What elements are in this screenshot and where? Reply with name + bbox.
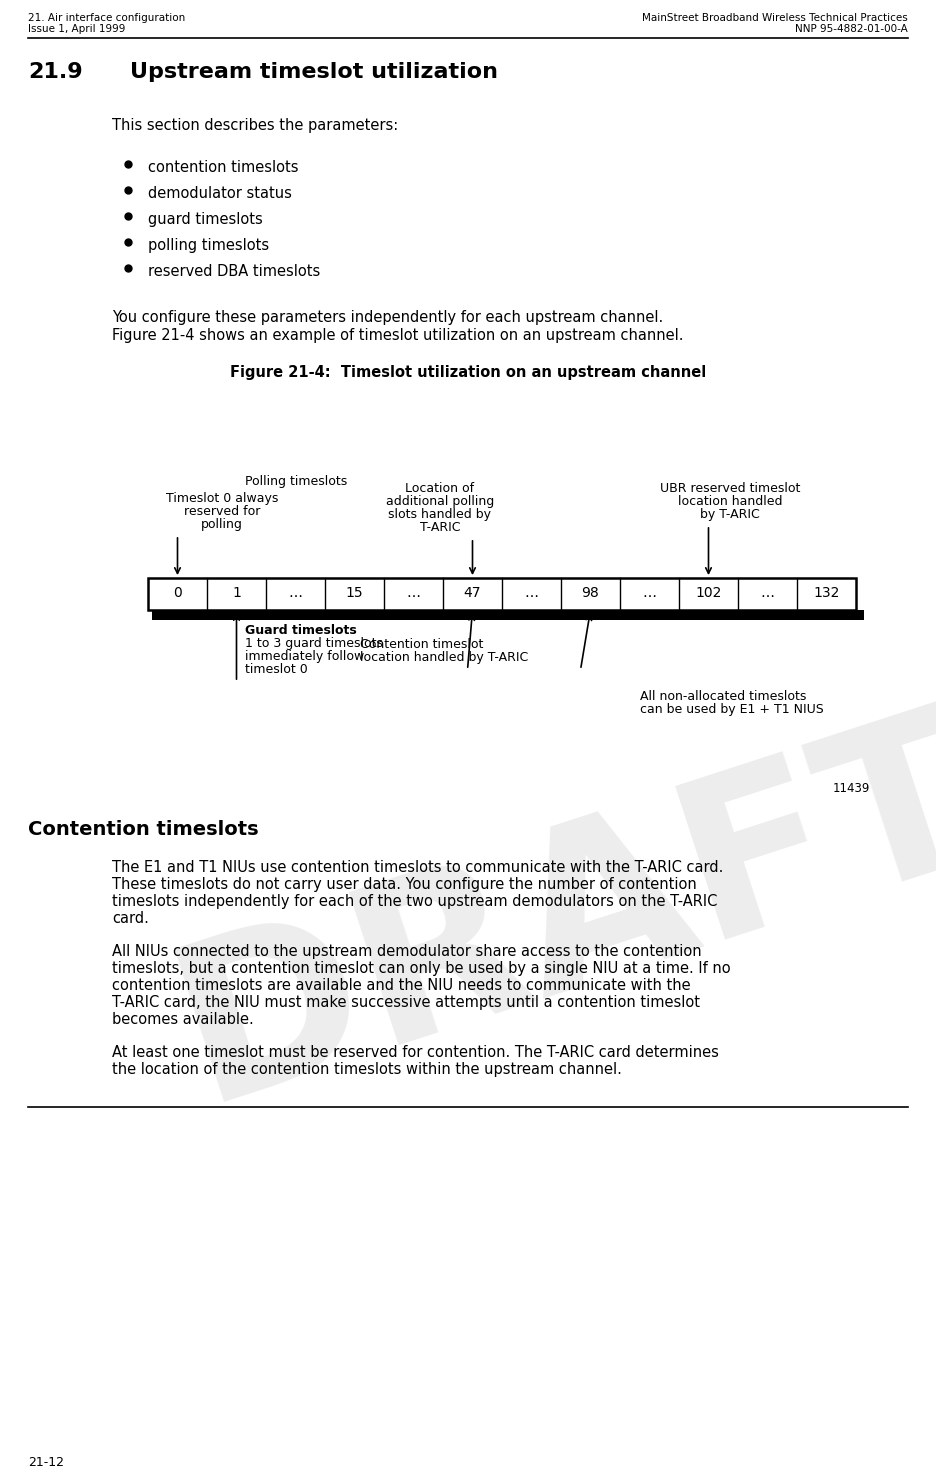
Text: All non-allocated timeslots: All non-allocated timeslots xyxy=(640,689,807,703)
Text: slots handled by: slots handled by xyxy=(388,508,491,521)
Text: timeslot 0: timeslot 0 xyxy=(245,663,308,676)
Text: Figure 21-4:  Timeslot utilization on an upstream channel: Figure 21-4: Timeslot utilization on an … xyxy=(230,365,706,379)
Text: 98: 98 xyxy=(581,586,599,601)
Text: You configure these parameters independently for each upstream channel.: You configure these parameters independe… xyxy=(112,310,664,325)
Text: can be used by E1 + T1 NIUS: can be used by E1 + T1 NIUS xyxy=(640,703,824,716)
Text: Contention timeslots: Contention timeslots xyxy=(28,821,258,838)
Text: NNP 95-4882-01-00-A: NNP 95-4882-01-00-A xyxy=(796,24,908,34)
Text: 21.9: 21.9 xyxy=(28,62,82,83)
Text: T-ARIC: T-ARIC xyxy=(419,521,461,534)
Text: location handled by T-ARIC: location handled by T-ARIC xyxy=(360,651,528,664)
Text: reserved DBA timeslots: reserved DBA timeslots xyxy=(148,264,320,279)
Text: T-ARIC card, the NIU must make successive attempts until a contention timeslot: T-ARIC card, the NIU must make successiv… xyxy=(112,995,700,1010)
Text: polling: polling xyxy=(201,518,243,531)
Text: reserved for: reserved for xyxy=(183,505,260,518)
Text: additional polling: additional polling xyxy=(386,494,494,508)
Text: Polling timeslots: Polling timeslots xyxy=(245,475,347,489)
Text: 0: 0 xyxy=(173,586,182,601)
Text: becomes available.: becomes available. xyxy=(112,1013,254,1027)
Text: MainStreet Broadband Wireless Technical Practices: MainStreet Broadband Wireless Technical … xyxy=(642,13,908,24)
Text: immediately follow: immediately follow xyxy=(245,649,364,663)
Text: This section describes the parameters:: This section describes the parameters: xyxy=(112,118,398,133)
Text: Timeslot 0 always: Timeslot 0 always xyxy=(166,492,278,505)
Text: card.: card. xyxy=(112,911,149,925)
Text: the location of the contention timeslots within the upstream channel.: the location of the contention timeslots… xyxy=(112,1063,622,1077)
Text: …: … xyxy=(524,586,538,601)
Text: Issue 1, April 1999: Issue 1, April 1999 xyxy=(28,24,125,34)
Bar xyxy=(148,579,856,610)
Text: contention timeslots are available and the NIU needs to communicate with the: contention timeslots are available and t… xyxy=(112,979,691,993)
Text: …: … xyxy=(761,586,774,601)
Text: Guard timeslots: Guard timeslots xyxy=(245,624,357,638)
Text: contention timeslots: contention timeslots xyxy=(148,159,299,176)
Text: 132: 132 xyxy=(813,586,840,601)
Text: 102: 102 xyxy=(695,586,722,601)
Text: timeslots, but a contention timeslot can only be used by a single NIU at a time.: timeslots, but a contention timeslot can… xyxy=(112,961,731,976)
Bar xyxy=(152,610,864,620)
Text: Figure 21-4 shows an example of timeslot utilization on an upstream channel.: Figure 21-4 shows an example of timeslot… xyxy=(112,328,683,342)
Text: Location of: Location of xyxy=(405,483,475,494)
Text: demodulator status: demodulator status xyxy=(148,186,292,201)
Text: 15: 15 xyxy=(345,586,363,601)
Text: 11439: 11439 xyxy=(833,782,870,796)
Text: polling timeslots: polling timeslots xyxy=(148,238,270,252)
Text: DRAFT: DRAFT xyxy=(152,685,936,1145)
Text: These timeslots do not carry user data. You configure the number of contention: These timeslots do not carry user data. … xyxy=(112,877,696,892)
Text: location handled: location handled xyxy=(678,494,782,508)
Text: 21-12: 21-12 xyxy=(28,1455,64,1469)
Text: Upstream timeslot utilization: Upstream timeslot utilization xyxy=(130,62,498,83)
Text: …: … xyxy=(288,586,302,601)
Text: UBR reserved timeslot: UBR reserved timeslot xyxy=(660,483,800,494)
Text: 47: 47 xyxy=(463,586,481,601)
Text: guard timeslots: guard timeslots xyxy=(148,213,263,227)
Text: 1 to 3 guard timeslots: 1 to 3 guard timeslots xyxy=(245,638,383,649)
Text: …: … xyxy=(406,586,420,601)
Text: Contention timeslot: Contention timeslot xyxy=(360,638,483,651)
Text: At least one timeslot must be reserved for contention. The T-ARIC card determine: At least one timeslot must be reserved f… xyxy=(112,1045,719,1060)
Text: …: … xyxy=(642,586,656,601)
Text: 1: 1 xyxy=(232,586,241,601)
Text: The E1 and T1 NIUs use contention timeslots to communicate with the T-ARIC card.: The E1 and T1 NIUs use contention timesl… xyxy=(112,861,724,875)
Text: by T-ARIC: by T-ARIC xyxy=(700,508,760,521)
Text: 21. Air interface configuration: 21. Air interface configuration xyxy=(28,13,185,24)
Text: All NIUs connected to the upstream demodulator share access to the contention: All NIUs connected to the upstream demod… xyxy=(112,945,702,959)
Text: timeslots independently for each of the two upstream demodulators on the T-ARIC: timeslots independently for each of the … xyxy=(112,894,717,909)
